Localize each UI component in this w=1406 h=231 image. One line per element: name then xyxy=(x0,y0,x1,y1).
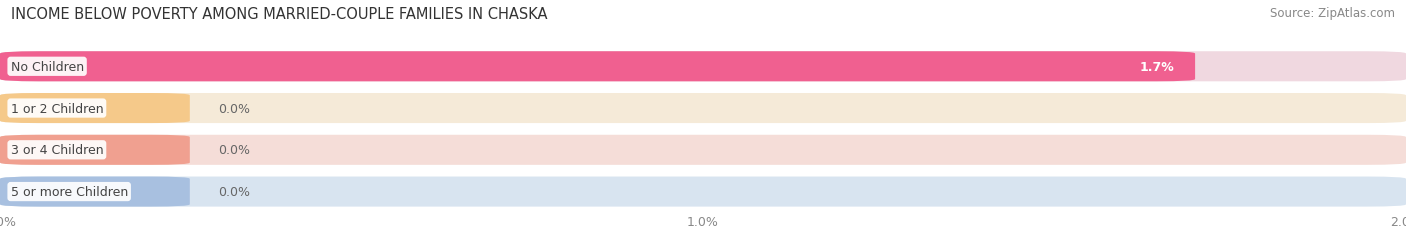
Text: 1 or 2 Children: 1 or 2 Children xyxy=(11,102,103,115)
Text: INCOME BELOW POVERTY AMONG MARRIED-COUPLE FAMILIES IN CHASKA: INCOME BELOW POVERTY AMONG MARRIED-COUPL… xyxy=(11,7,548,22)
Text: Source: ZipAtlas.com: Source: ZipAtlas.com xyxy=(1270,7,1395,20)
FancyBboxPatch shape xyxy=(0,94,1406,124)
FancyBboxPatch shape xyxy=(0,52,1406,82)
Text: 0.0%: 0.0% xyxy=(218,102,250,115)
Text: 3 or 4 Children: 3 or 4 Children xyxy=(11,144,103,157)
FancyBboxPatch shape xyxy=(0,94,190,124)
FancyBboxPatch shape xyxy=(0,52,1195,82)
FancyBboxPatch shape xyxy=(0,135,1406,165)
FancyBboxPatch shape xyxy=(0,177,1406,207)
FancyBboxPatch shape xyxy=(0,177,190,207)
Text: 0.0%: 0.0% xyxy=(218,144,250,157)
Text: No Children: No Children xyxy=(11,61,84,73)
Text: 5 or more Children: 5 or more Children xyxy=(11,185,128,198)
Text: 1.7%: 1.7% xyxy=(1139,61,1174,73)
Text: 0.0%: 0.0% xyxy=(218,185,250,198)
FancyBboxPatch shape xyxy=(0,135,190,165)
